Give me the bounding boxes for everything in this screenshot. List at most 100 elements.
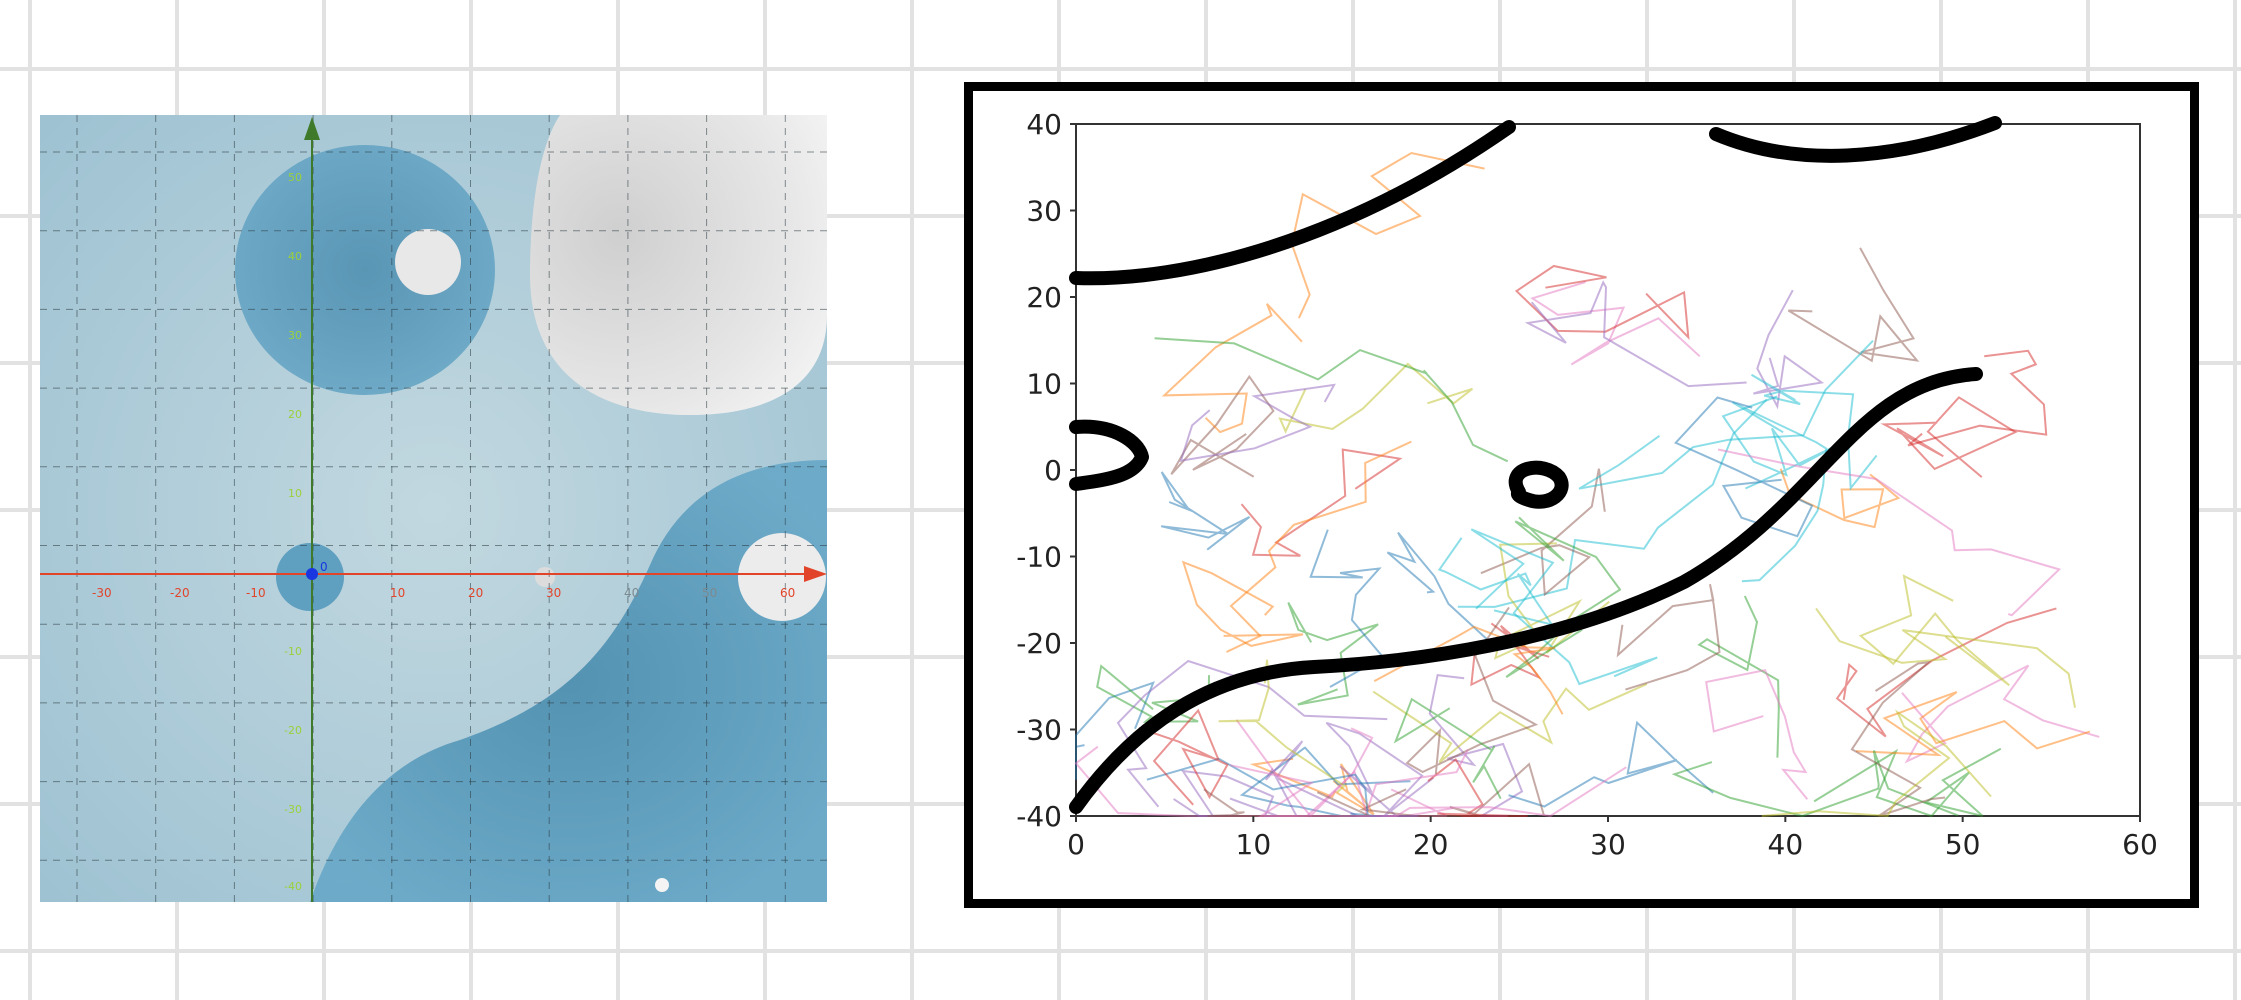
series-line bbox=[1290, 151, 1485, 319]
y-tick-label: -20 bbox=[284, 724, 302, 737]
y-tick-label: -10 bbox=[1016, 541, 1062, 574]
x-tick-label: 50 bbox=[702, 586, 717, 600]
series-line bbox=[1616, 583, 1721, 691]
white-dot-bottom bbox=[655, 878, 669, 892]
series-line bbox=[1138, 708, 1229, 806]
series-line bbox=[1405, 606, 1539, 775]
x-tick-label: 40 bbox=[1768, 828, 1804, 861]
series-line bbox=[1287, 602, 1379, 706]
x-tick-label: 10 bbox=[1236, 828, 1272, 861]
series-line bbox=[1761, 709, 1992, 818]
x-tick-label: 30 bbox=[546, 586, 561, 600]
series-line bbox=[1671, 750, 1959, 818]
ticks-layer: 0 10 20 30 40 50 60 40 30 20 10 0 -10 -20 -30 -40 bbox=[1016, 108, 2158, 861]
x-tick-label: 30 bbox=[1590, 828, 1626, 861]
x-tick-label: 10 bbox=[390, 586, 405, 600]
series-line bbox=[1154, 337, 1509, 463]
series-line bbox=[1116, 659, 1388, 808]
origin-label: 0 bbox=[320, 560, 328, 574]
series-line bbox=[1750, 373, 1878, 491]
x-tick-label: 20 bbox=[1413, 828, 1449, 861]
annotation-stroke bbox=[1508, 460, 1569, 509]
series-line bbox=[1856, 690, 2091, 757]
series-line bbox=[1530, 281, 1701, 366]
series-line bbox=[1880, 396, 2018, 478]
white-dot-center bbox=[535, 567, 555, 587]
y-tick-label: -30 bbox=[1016, 714, 1062, 747]
x-tick-label: 50 bbox=[1945, 828, 1981, 861]
y-tick-label: -40 bbox=[284, 880, 302, 893]
y-tick-label: 40 bbox=[288, 250, 302, 263]
line-chart: 0 10 20 30 40 50 60 40 30 20 10 0 -10 -20 -30 -40 bbox=[963, 81, 2200, 909]
y-tick-label: 30 bbox=[288, 329, 302, 342]
series-line bbox=[1753, 289, 1825, 410]
series-line bbox=[1373, 625, 1564, 715]
series-line bbox=[1674, 396, 1814, 538]
surface-plot: 0 -30 -20 -10 10 20 30 40 50 60 50 40 30… bbox=[40, 115, 865, 940]
series-line bbox=[1835, 607, 2057, 738]
y-axis-arrow-icon bbox=[304, 117, 320, 140]
series-line bbox=[1179, 383, 1336, 462]
y-tick-label: -30 bbox=[284, 803, 302, 816]
x-axis-arrow-icon bbox=[804, 566, 827, 582]
y-tick-label: -10 bbox=[284, 645, 302, 658]
series-line bbox=[1427, 758, 1528, 817]
series-line bbox=[1229, 764, 1627, 818]
x-tick-label: 60 bbox=[2122, 828, 2158, 861]
plot-area-border bbox=[1075, 123, 2141, 817]
annotation-stroke bbox=[1069, 367, 1983, 814]
y-tick-label: 20 bbox=[288, 408, 302, 421]
x-tick-label: -30 bbox=[92, 586, 112, 600]
x-tick-label: 20 bbox=[468, 586, 483, 600]
annotation-stroke bbox=[1069, 120, 1516, 286]
series-line bbox=[1309, 529, 1385, 688]
x-tick-label: -20 bbox=[170, 586, 190, 600]
annotation-strokes bbox=[1069, 116, 2002, 814]
blue-region-top bbox=[235, 145, 495, 395]
y-tick-label: 40 bbox=[1026, 108, 1062, 141]
series-line bbox=[1470, 528, 1658, 686]
series-line bbox=[1181, 560, 1304, 647]
series-line bbox=[1514, 264, 1690, 341]
series-line bbox=[1901, 664, 2100, 764]
series-layer bbox=[1074, 151, 2100, 818]
series-line bbox=[1858, 574, 2010, 687]
series-line bbox=[1578, 340, 1874, 490]
series-line bbox=[1226, 440, 1412, 653]
annotation-stroke bbox=[1069, 419, 1149, 491]
white-region-top-right bbox=[530, 115, 827, 415]
x-tick-label: 60 bbox=[780, 586, 795, 600]
series-line bbox=[1278, 362, 1474, 434]
x-tick-label: 40 bbox=[624, 586, 639, 600]
y-tick-label: 20 bbox=[1026, 281, 1062, 314]
y-tick-label: 30 bbox=[1026, 195, 1062, 228]
line-chart-panel: 0 10 20 30 40 50 60 40 30 20 10 0 -10 -20 -30 -40 bbox=[963, 81, 2200, 909]
series-line bbox=[1721, 395, 1841, 490]
x-tick-label: 0 bbox=[1067, 828, 1085, 861]
series-line bbox=[1508, 720, 1714, 808]
origin-point bbox=[306, 568, 318, 580]
y-tick-label: -40 bbox=[1016, 800, 1062, 833]
y-tick-label: 0 bbox=[1044, 454, 1062, 487]
series-line bbox=[1732, 401, 1828, 583]
series-line bbox=[1393, 697, 1502, 800]
blue-region-bottom-right bbox=[310, 460, 827, 902]
series-line bbox=[1372, 682, 1648, 764]
white-hole-top bbox=[395, 229, 461, 295]
series-line bbox=[1907, 349, 2048, 447]
series-line bbox=[1815, 607, 2076, 708]
y-tick-label: 50 bbox=[288, 171, 302, 184]
surface-plot-panel: 0 -30 -20 -10 10 20 30 40 50 60 50 40 30… bbox=[40, 115, 865, 940]
series-line bbox=[1161, 303, 1303, 434]
series-line bbox=[1239, 746, 1411, 817]
y-tick-label: 10 bbox=[1026, 368, 1062, 401]
series-line bbox=[1160, 471, 1251, 551]
annotation-stroke bbox=[1709, 116, 2002, 163]
series-line bbox=[1524, 280, 1747, 388]
y-tick-label: -20 bbox=[1016, 627, 1062, 660]
series-line bbox=[1705, 668, 1809, 800]
series-line bbox=[1075, 681, 1155, 780]
white-hole-right bbox=[738, 533, 826, 621]
x-tick-label: -10 bbox=[246, 586, 266, 600]
series-line bbox=[1850, 660, 1946, 817]
